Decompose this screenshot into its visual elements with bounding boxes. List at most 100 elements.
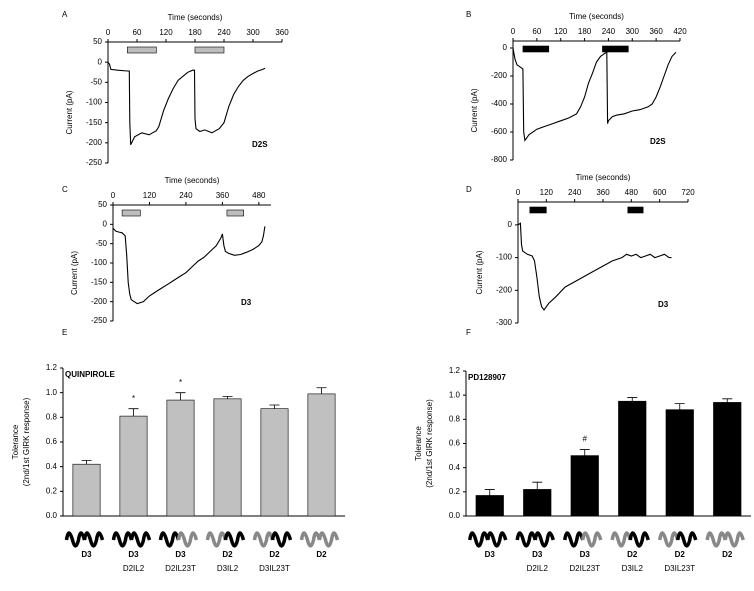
- y-axis-title: Current (pA): [65, 90, 74, 134]
- receptor-icon: [705, 531, 727, 548]
- panel-label: E: [62, 328, 67, 337]
- error-bar: [722, 398, 733, 403]
- x-tick-label: 360: [596, 188, 610, 197]
- x-tick-label: 480: [252, 191, 266, 200]
- y-tick-label: -200: [496, 285, 513, 294]
- x-tick-label: 0: [106, 28, 111, 37]
- panel-label: A: [62, 10, 68, 19]
- x-tick-label: 600: [653, 188, 667, 197]
- receptor-icon: [723, 531, 745, 548]
- y-tick-label: -200: [91, 297, 108, 306]
- receptor-icon: [111, 531, 134, 548]
- receptor-icon: [610, 531, 632, 548]
- y-axis-title: Current (pA): [475, 250, 484, 294]
- error-bar: [627, 397, 638, 402]
- error-bar: [579, 449, 590, 456]
- x-tick-label: 60: [133, 28, 142, 37]
- receptor-icon: [317, 531, 340, 548]
- error-bar: [316, 387, 327, 394]
- bar: [475, 495, 504, 517]
- y-axis-title: Tolerance: [414, 426, 423, 461]
- y-tick-label: 0.4: [449, 463, 461, 472]
- y-tick-label: 0: [503, 43, 508, 52]
- y-tick-label: -250: [91, 316, 108, 325]
- x-tick-label: 0: [111, 191, 116, 200]
- current-trace: [107, 61, 266, 146]
- receptor-icon: [64, 531, 87, 548]
- category-label: D3: [580, 550, 591, 559]
- y-tick-label: 0.0: [449, 511, 461, 520]
- category-label: D3: [81, 550, 92, 559]
- panel-label: B: [466, 10, 471, 19]
- x-tick-label: 180: [578, 27, 592, 36]
- error-bar: [674, 403, 685, 410]
- category-sublabel: D2IL2: [527, 564, 549, 573]
- error-bar: [175, 392, 186, 401]
- category-label: D2: [222, 550, 233, 559]
- receptor-icon: [486, 531, 508, 548]
- x-tick-label: 60: [532, 27, 541, 36]
- panel-label: D: [466, 185, 472, 194]
- y-tick-label: 0: [103, 219, 108, 228]
- application-bar: [602, 45, 629, 53]
- y-tick-label: -800: [491, 155, 508, 164]
- y-tick-label: -150: [91, 277, 108, 286]
- receptor-icon: [270, 531, 293, 548]
- bar: [307, 393, 336, 517]
- y-tick-label: -50: [95, 239, 107, 248]
- bar: [213, 398, 242, 517]
- category-sublabel: D3IL2: [622, 564, 644, 573]
- x-tick-label: 480: [625, 188, 639, 197]
- bar: [166, 399, 195, 517]
- y-tick-label: -200: [86, 138, 103, 147]
- bar: [72, 463, 101, 517]
- panel-label: F: [466, 328, 471, 337]
- receptor-icon: [205, 531, 228, 548]
- bar: [570, 455, 599, 517]
- category-sublabel: D2IL23T: [165, 564, 196, 573]
- y-tick-label: 0.6: [449, 439, 461, 448]
- y-tick-label: 50: [98, 200, 107, 209]
- error-bar: [484, 489, 495, 496]
- y-tick-label: -250: [86, 158, 103, 167]
- y-tick-label: 0: [508, 220, 513, 229]
- error-bar: [532, 481, 543, 490]
- x-tick-label: 120: [540, 188, 554, 197]
- trace-label: D2S: [650, 137, 666, 146]
- receptor-icon: [468, 531, 490, 548]
- y-axis-title: (2nd/1st GIRK response): [425, 399, 434, 488]
- application-bar: [121, 209, 141, 217]
- y-tick-label: 1.2: [449, 366, 461, 375]
- receptor-icon: [658, 531, 680, 548]
- error-bar: [222, 395, 233, 399]
- application-bar: [529, 206, 547, 214]
- x-tick-label: 420: [673, 27, 687, 36]
- trace-label: D3: [241, 298, 252, 307]
- y-tick-label: 1.0: [46, 388, 58, 397]
- y-tick-label: -600: [491, 127, 508, 136]
- trace-label: D3: [658, 300, 669, 309]
- y-tick-label: -50: [90, 77, 102, 86]
- y-tick-label: 0.6: [46, 437, 58, 446]
- y-tick-label: 0.4: [46, 462, 58, 471]
- y-tick-label: 0: [98, 57, 103, 66]
- y-tick-label: -400: [491, 99, 508, 108]
- application-bar: [627, 206, 644, 214]
- error-bar: [269, 404, 280, 409]
- category-label: D2: [316, 550, 327, 559]
- y-axis-title: Tolerance: [11, 424, 20, 459]
- current-trace: [112, 226, 266, 305]
- receptor-icon: [223, 531, 246, 548]
- x-tick-label: 180: [188, 28, 202, 37]
- category-label: D2: [675, 550, 686, 559]
- y-tick-label: 0.8: [449, 414, 461, 423]
- panel-label: C: [62, 185, 68, 194]
- receptor-icon: [82, 531, 105, 548]
- bar: [523, 489, 552, 517]
- x-axis-title: Time (seconds): [569, 12, 624, 21]
- category-label: D3: [175, 550, 186, 559]
- receptor-icon: [515, 531, 537, 548]
- x-axis-title: Time (seconds): [576, 173, 631, 182]
- x-tick-label: 0: [511, 27, 516, 36]
